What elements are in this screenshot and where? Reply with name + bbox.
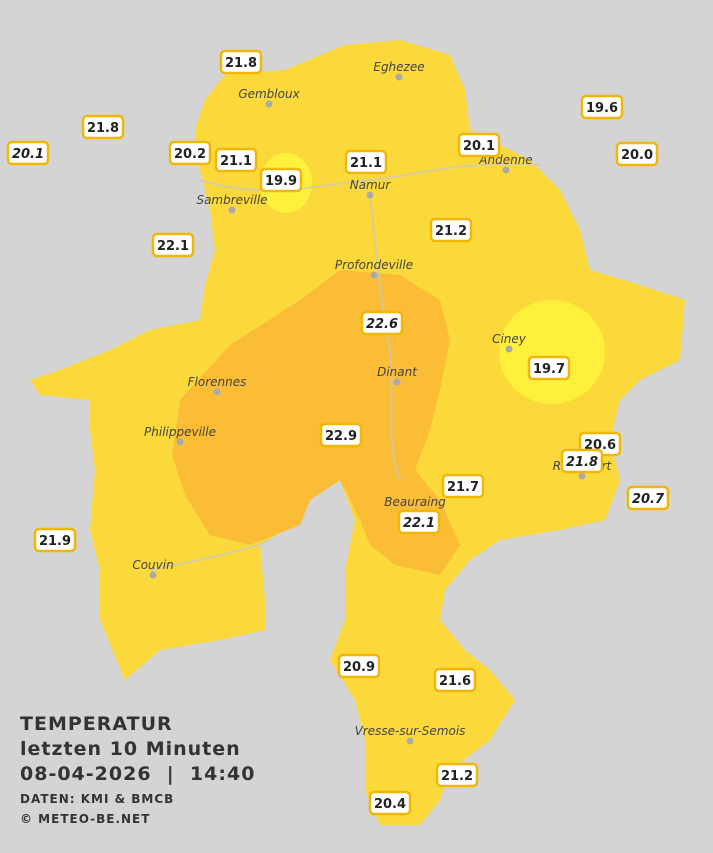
station-box	[441, 473, 485, 499]
station-box	[319, 422, 363, 448]
city-dot	[176, 438, 184, 446]
city-dot	[578, 472, 586, 480]
city-dot	[406, 737, 414, 745]
station-value: 20.4	[374, 797, 406, 812]
station-value: 20.7	[632, 492, 665, 507]
station-box	[433, 667, 477, 693]
city-dot	[502, 166, 510, 174]
station-value: 22.1	[157, 239, 189, 254]
city-label: Eghezee	[373, 60, 424, 74]
station-box	[368, 790, 412, 816]
city-label: Profondeville	[335, 258, 413, 272]
legend-subtitle: letzten 10 Minuten	[20, 738, 241, 760]
station-value: 21.1	[220, 154, 252, 169]
station-value: 21.2	[435, 224, 467, 239]
city-label: Namur	[350, 178, 392, 192]
city-dot	[366, 191, 374, 199]
river	[149, 162, 541, 571]
city-dot	[265, 100, 273, 108]
station-value: 21.7	[447, 480, 479, 495]
station-box	[615, 141, 659, 167]
station-value: 19.9	[265, 174, 297, 189]
city-label: Gembloux	[238, 87, 300, 101]
station-value: 21.1	[350, 156, 382, 171]
station-box	[429, 217, 473, 243]
station-box	[219, 49, 263, 75]
city-label: Sambreville	[196, 193, 267, 207]
city-label: Florennes	[188, 375, 247, 389]
legend-title: TEMPERATUR	[20, 713, 173, 735]
station-box	[81, 114, 125, 140]
station-box	[626, 485, 670, 511]
station-value: 19.7	[533, 362, 565, 377]
station-value: 21.8	[566, 455, 598, 470]
legend-copyright: © METEO-BE.NET	[20, 812, 150, 826]
station-value: 21.9	[39, 534, 71, 549]
station-box	[580, 94, 624, 120]
station-box	[527, 355, 571, 381]
station-value: 22.1	[403, 516, 435, 531]
station-box	[151, 232, 195, 258]
station-value: 22.6	[366, 317, 398, 332]
station-value: 21.8	[87, 121, 119, 136]
station-value: 21.8	[225, 56, 257, 71]
legend-source: DATEN: KMI & BMCB	[20, 792, 174, 806]
station-box	[214, 147, 258, 173]
city-label: Dinant	[377, 365, 418, 379]
city-label: Beauraing	[384, 495, 446, 509]
city-dot	[370, 271, 378, 279]
station-value: 20.1	[463, 139, 495, 154]
city-dot	[213, 388, 221, 396]
city-label: Ciney	[492, 332, 527, 346]
station-value: 20.1	[12, 147, 44, 162]
city-dot	[149, 571, 157, 579]
station-value: 20.0	[621, 148, 653, 163]
station-box	[168, 140, 212, 166]
station-value: 21.2	[441, 769, 473, 784]
city-dot	[393, 378, 401, 386]
legend-datetime: 08-04-2026 | 14:40	[20, 763, 255, 785]
city-label: Philippeville	[144, 425, 216, 439]
station-box	[435, 762, 479, 788]
station-box	[560, 448, 604, 474]
cool-zone	[499, 300, 605, 404]
station-box	[259, 167, 303, 193]
city-dot	[228, 206, 236, 214]
station-value: 20.2	[174, 147, 206, 162]
city-label: Couvin	[132, 558, 173, 572]
city-label: Vresse-sur-Semois	[355, 724, 466, 738]
station-box	[337, 653, 381, 679]
station-value: 22.9	[325, 429, 357, 444]
station-box	[397, 509, 441, 535]
station-box	[344, 149, 388, 175]
warm-zone	[172, 270, 460, 575]
city-dot	[395, 73, 403, 81]
station-box	[457, 132, 501, 158]
station-value: 19.6	[586, 101, 618, 116]
city-dot	[505, 345, 513, 353]
station-box	[6, 140, 50, 166]
station-value: 21.6	[439, 674, 471, 689]
station-box	[360, 310, 404, 336]
station-value: 20.9	[343, 660, 375, 675]
station-box	[33, 527, 77, 553]
